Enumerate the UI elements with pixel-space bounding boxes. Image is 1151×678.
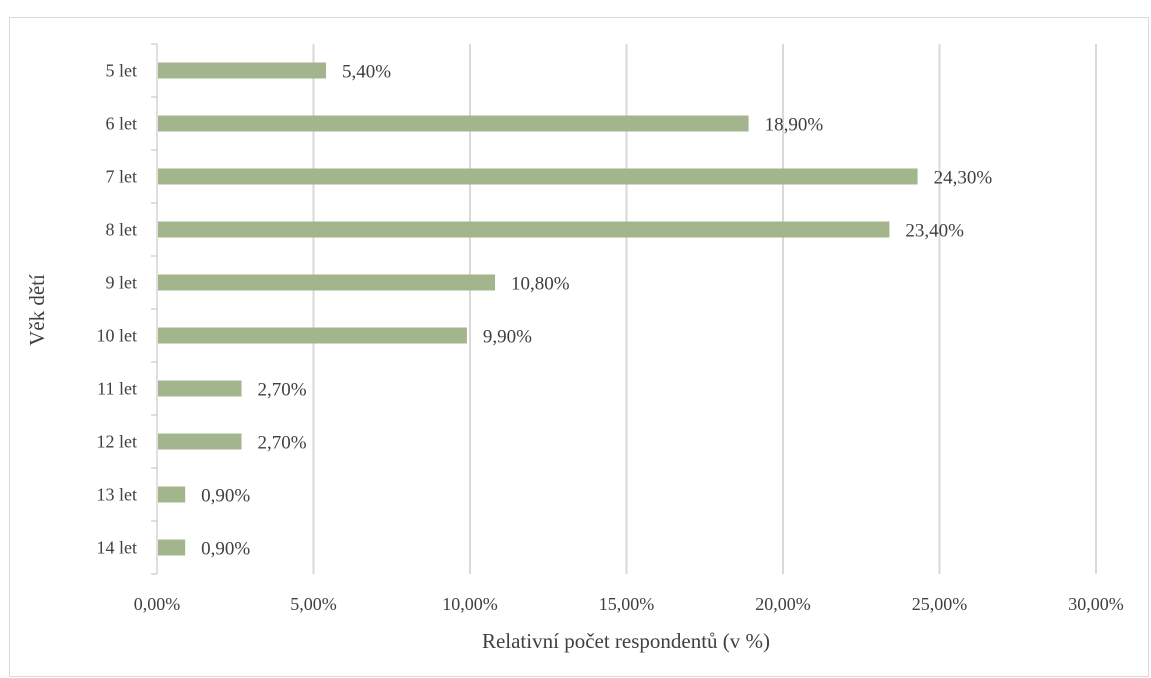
y-tick-label: 11 let	[97, 379, 137, 399]
x-tick-labels: 0,00% 5,00% 10,00% 15,00% 20,00% 25,00% 30,00%	[134, 594, 1124, 614]
bar	[158, 115, 749, 132]
data-label: 5,40%	[342, 62, 391, 83]
y-tick-label: 5 let	[106, 61, 138, 81]
bar	[158, 221, 890, 238]
y-axis	[151, 43, 158, 575]
data-label: 2,70%	[258, 433, 307, 454]
x-tick-label: 30,00%	[1068, 594, 1124, 614]
bar	[158, 539, 186, 556]
bar	[158, 168, 918, 185]
data-labels: 5,40% 18,90% 24,30% 23,40% 10,80% 9,90% 2,70% 2…	[201, 62, 992, 560]
y-tick-labels: 5 let 6 let 7 let 8 let 9 let 10 let 11 let 12 …	[97, 61, 138, 558]
data-label: 18,90%	[765, 115, 824, 136]
data-label: 10,80%	[511, 274, 570, 295]
x-tick-label: 20,00%	[755, 594, 811, 614]
data-label: 24,30%	[934, 168, 993, 189]
data-label: 0,90%	[201, 539, 250, 560]
y-tick-label: 12 let	[97, 432, 138, 452]
x-tick-label: 10,00%	[442, 594, 498, 614]
bar	[158, 433, 242, 450]
x-tick-label: 0,00%	[134, 594, 181, 614]
bar	[158, 380, 242, 397]
y-tick-label: 6 let	[106, 114, 138, 134]
bars	[158, 62, 918, 556]
bar	[158, 62, 327, 79]
x-axis-title: Relativní počet respondentů (v %)	[482, 629, 770, 653]
y-tick-label: 9 let	[106, 273, 138, 293]
data-label: 9,90%	[483, 327, 532, 348]
data-label: 2,70%	[258, 380, 307, 401]
y-tick-label: 7 let	[106, 167, 138, 187]
x-tick-label: 25,00%	[912, 594, 968, 614]
data-label: 0,90%	[201, 486, 250, 507]
gridlines	[312, 44, 1097, 574]
x-tick-label: 15,00%	[599, 594, 655, 614]
bar	[158, 327, 467, 344]
x-tick-label: 5,00%	[290, 594, 337, 614]
y-tick-label: 8 let	[106, 220, 138, 240]
bar	[158, 486, 186, 503]
y-axis-title: Věk dětí	[25, 274, 49, 346]
y-tick-label: 14 let	[97, 538, 138, 558]
y-tick-label: 13 let	[97, 485, 138, 505]
bar	[158, 274, 496, 291]
y-tick-label: 10 let	[97, 326, 138, 346]
data-label: 23,40%	[905, 221, 964, 242]
